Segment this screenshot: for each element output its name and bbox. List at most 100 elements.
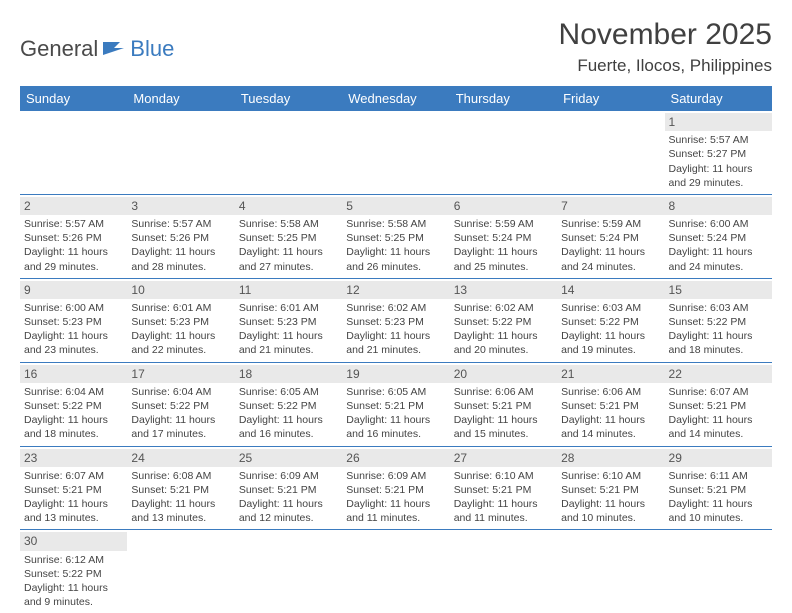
day-number: 3 <box>127 197 234 215</box>
day-info-line: Sunrise: 5:57 AM <box>669 133 768 147</box>
day-info-line: Sunset: 5:22 PM <box>239 399 338 413</box>
day-cell: 22Sunrise: 6:07 AMSunset: 5:21 PMDayligh… <box>665 363 772 446</box>
day-cell-empty <box>450 111 557 194</box>
day-info-line: and 20 minutes. <box>454 343 553 357</box>
day-info-line: Sunrise: 5:57 AM <box>24 217 123 231</box>
day-number: 30 <box>20 532 127 550</box>
day-info-line: and 15 minutes. <box>454 427 553 441</box>
day-number: 10 <box>127 281 234 299</box>
day-number: 22 <box>665 365 772 383</box>
day-info-line: Daylight: 11 hours <box>454 497 553 511</box>
day-number: 5 <box>342 197 449 215</box>
week-row: 1Sunrise: 5:57 AMSunset: 5:27 PMDaylight… <box>20 111 772 195</box>
week-row: 9Sunrise: 6:00 AMSunset: 5:23 PMDaylight… <box>20 279 772 363</box>
week-row: 2Sunrise: 5:57 AMSunset: 5:26 PMDaylight… <box>20 195 772 279</box>
day-header: Tuesday <box>235 86 342 111</box>
day-number: 21 <box>557 365 664 383</box>
day-cell: 19Sunrise: 6:05 AMSunset: 5:21 PMDayligh… <box>342 363 449 446</box>
day-info-line: Daylight: 11 hours <box>239 413 338 427</box>
day-info-line: Sunset: 5:23 PM <box>131 315 230 329</box>
day-cell: 5Sunrise: 5:58 AMSunset: 5:25 PMDaylight… <box>342 195 449 278</box>
day-number: 26 <box>342 449 449 467</box>
day-info-line: Sunset: 5:23 PM <box>346 315 445 329</box>
day-cell: 9Sunrise: 6:00 AMSunset: 5:23 PMDaylight… <box>20 279 127 362</box>
day-cell: 2Sunrise: 5:57 AMSunset: 5:26 PMDaylight… <box>20 195 127 278</box>
day-cell-empty <box>557 530 664 613</box>
day-info-line: and 16 minutes. <box>239 427 338 441</box>
day-number: 27 <box>450 449 557 467</box>
day-cell: 10Sunrise: 6:01 AMSunset: 5:23 PMDayligh… <box>127 279 234 362</box>
day-info-line: Daylight: 11 hours <box>561 413 660 427</box>
day-number: 24 <box>127 449 234 467</box>
day-info-line: and 13 minutes. <box>24 511 123 525</box>
day-info-line: Sunset: 5:21 PM <box>239 483 338 497</box>
day-cell: 6Sunrise: 5:59 AMSunset: 5:24 PMDaylight… <box>450 195 557 278</box>
day-info-line: Sunrise: 6:05 AM <box>239 385 338 399</box>
day-info-line: Sunrise: 5:58 AM <box>239 217 338 231</box>
day-info-line: and 28 minutes. <box>131 260 230 274</box>
day-info-line: Sunrise: 6:07 AM <box>24 469 123 483</box>
day-number: 14 <box>557 281 664 299</box>
day-info-line: and 12 minutes. <box>239 511 338 525</box>
day-info-line: Daylight: 11 hours <box>454 329 553 343</box>
day-header: Wednesday <box>342 86 449 111</box>
weeks-container: 1Sunrise: 5:57 AMSunset: 5:27 PMDaylight… <box>20 111 772 613</box>
day-cell-empty <box>450 530 557 613</box>
day-info-line: and 11 minutes. <box>454 511 553 525</box>
day-info-line: Sunset: 5:21 PM <box>669 483 768 497</box>
day-number: 9 <box>20 281 127 299</box>
header: General Blue November 2025 Fuerte, Iloco… <box>20 18 772 76</box>
day-info-line: Sunrise: 6:11 AM <box>669 469 768 483</box>
day-number: 28 <box>557 449 664 467</box>
day-info-line: and 19 minutes. <box>561 343 660 357</box>
day-number: 8 <box>665 197 772 215</box>
logo-text-1: General <box>20 36 98 62</box>
day-cell: 4Sunrise: 5:58 AMSunset: 5:25 PMDaylight… <box>235 195 342 278</box>
day-info-line: and 17 minutes. <box>131 427 230 441</box>
day-info-line: and 29 minutes. <box>669 176 768 190</box>
day-number: 15 <box>665 281 772 299</box>
day-info-line: Daylight: 11 hours <box>24 413 123 427</box>
day-number: 12 <box>342 281 449 299</box>
day-info-line: Sunrise: 6:06 AM <box>454 385 553 399</box>
day-cell: 16Sunrise: 6:04 AMSunset: 5:22 PMDayligh… <box>20 363 127 446</box>
day-info-line: Daylight: 11 hours <box>669 162 768 176</box>
day-number: 18 <box>235 365 342 383</box>
week-row: 16Sunrise: 6:04 AMSunset: 5:22 PMDayligh… <box>20 363 772 447</box>
day-info-line: and 10 minutes. <box>669 511 768 525</box>
day-info-line: Sunset: 5:26 PM <box>24 231 123 245</box>
day-info-line: and 27 minutes. <box>239 260 338 274</box>
day-info-line: Daylight: 11 hours <box>131 497 230 511</box>
day-cell: 14Sunrise: 6:03 AMSunset: 5:22 PMDayligh… <box>557 279 664 362</box>
day-number: 20 <box>450 365 557 383</box>
day-cell-empty <box>127 530 234 613</box>
day-cell-empty <box>235 111 342 194</box>
day-cell: 11Sunrise: 6:01 AMSunset: 5:23 PMDayligh… <box>235 279 342 362</box>
day-header: Sunday <box>20 86 127 111</box>
day-info-line: Sunset: 5:24 PM <box>561 231 660 245</box>
day-info-line: Sunrise: 6:04 AM <box>131 385 230 399</box>
day-info-line: Daylight: 11 hours <box>346 413 445 427</box>
day-info-line: Sunset: 5:23 PM <box>24 315 123 329</box>
day-info-line: Daylight: 11 hours <box>24 497 123 511</box>
day-cell: 20Sunrise: 6:06 AMSunset: 5:21 PMDayligh… <box>450 363 557 446</box>
logo: General Blue <box>20 36 174 62</box>
day-cell: 1Sunrise: 5:57 AMSunset: 5:27 PMDaylight… <box>665 111 772 194</box>
day-info-line: Sunrise: 6:00 AM <box>24 301 123 315</box>
day-info-line: and 24 minutes. <box>561 260 660 274</box>
day-info-line: and 29 minutes. <box>24 260 123 274</box>
day-info-line: Daylight: 11 hours <box>561 329 660 343</box>
day-info-line: Daylight: 11 hours <box>561 245 660 259</box>
week-row: 30Sunrise: 6:12 AMSunset: 5:22 PMDayligh… <box>20 530 772 613</box>
day-info-line: Daylight: 11 hours <box>346 497 445 511</box>
day-info-line: Sunrise: 6:01 AM <box>239 301 338 315</box>
day-info-line: Sunset: 5:24 PM <box>454 231 553 245</box>
day-info-line: and 18 minutes. <box>669 343 768 357</box>
day-info-line: Sunset: 5:22 PM <box>454 315 553 329</box>
day-number: 16 <box>20 365 127 383</box>
day-info-line: Sunrise: 6:10 AM <box>454 469 553 483</box>
day-info-line: Daylight: 11 hours <box>669 413 768 427</box>
day-info-line: and 11 minutes. <box>346 511 445 525</box>
day-number: 4 <box>235 197 342 215</box>
day-info-line: Daylight: 11 hours <box>454 245 553 259</box>
